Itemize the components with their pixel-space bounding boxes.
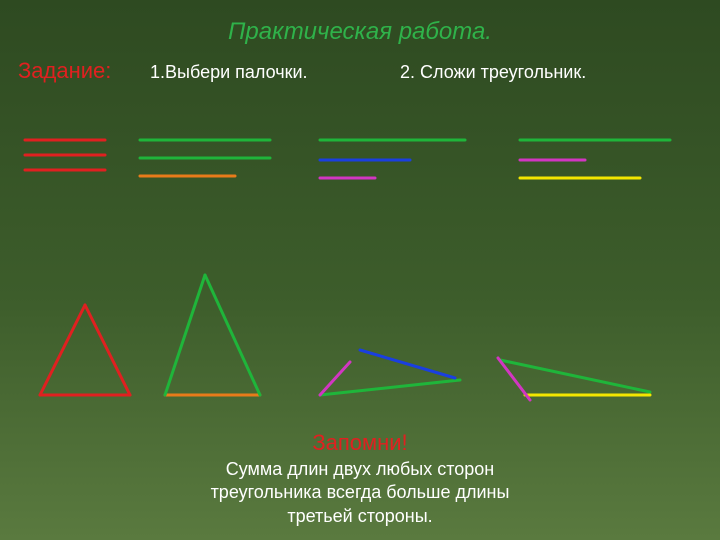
task-label: Задание: [18, 58, 111, 84]
task-step-1: 1.Выбери палочки. [150, 62, 308, 83]
triangle-inequality-rule: Сумма длин двух любых сторон треугольник… [0, 458, 720, 528]
slide-title: Практическая работа. [0, 18, 720, 46]
rule-line-1: Сумма длин двух любых сторон [226, 459, 495, 479]
task-step-2: 2. Сложи треугольник. [400, 62, 586, 83]
remember-heading: Запомни! [0, 430, 720, 456]
rule-line-2: треугольника всегда больше длины [211, 482, 510, 502]
slide-stage: Практическая работа. Задание: 1.Выбери п… [0, 0, 720, 540]
rule-line-3: третьей стороны. [287, 506, 432, 526]
